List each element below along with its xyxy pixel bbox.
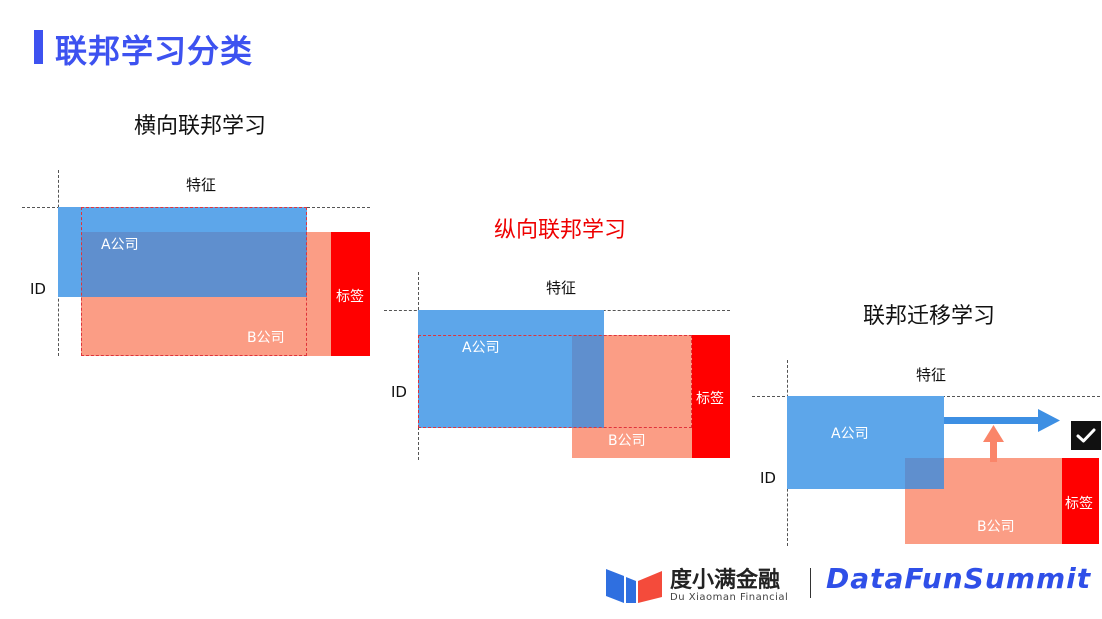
transfer-feature-label: 特征 (916, 366, 947, 384)
title-accent-bar (34, 30, 43, 64)
horizontal-dashed-highlight (81, 207, 307, 356)
vertical-label-column (692, 335, 730, 458)
horizontal-label-text: 标签 (336, 289, 364, 305)
horizontal-label-column (331, 232, 370, 356)
brand-name: 度小满金融 (670, 568, 781, 593)
footer-divider (810, 568, 811, 598)
horizontal-title: 横向联邦学习 (134, 114, 267, 139)
transfer-id-label: ID (760, 469, 776, 487)
vertical-id-label: ID (391, 383, 407, 401)
horizontal-feature-label: 特征 (186, 176, 217, 194)
brand-subtitle: Du Xiaoman Financial (670, 592, 789, 603)
vertical-label-text: 标签 (696, 391, 724, 407)
transfer-label-text: 标签 (1065, 496, 1093, 512)
vertical-title: 纵向联邦学习 (494, 218, 627, 243)
transfer-title: 联邦迁移学习 (863, 304, 996, 329)
page-title: 联邦学习分类 (55, 32, 254, 70)
transfer-company-b-label: B公司 (977, 519, 1015, 535)
vertical-dashed-highlight (418, 335, 692, 428)
vertical-feature-label: 特征 (546, 279, 577, 297)
summit-logo-text: DataFunSummit (826, 562, 1092, 595)
vertical-company-a-label: A公司 (462, 340, 500, 356)
right-arrow-icon (944, 409, 1060, 432)
du-xiaoman-logo-icon (606, 569, 662, 603)
horizontal-id-label: ID (30, 280, 46, 298)
transfer-arrows (944, 409, 1060, 462)
transfer-overlap-region (905, 458, 944, 489)
transfer-company-a-label: A公司 (831, 426, 869, 442)
horizontal-company-a-label: A公司 (101, 237, 139, 253)
horizontal-company-b-label: B公司 (247, 330, 285, 346)
up-arrow-icon (983, 425, 1004, 462)
vertical-company-b-label: B公司 (608, 433, 646, 449)
vertical-overlap-region (572, 335, 604, 428)
transfer-label-column (1062, 458, 1099, 544)
checkmark-icon (1071, 421, 1101, 450)
horizontal-overlap-region (81, 232, 307, 297)
